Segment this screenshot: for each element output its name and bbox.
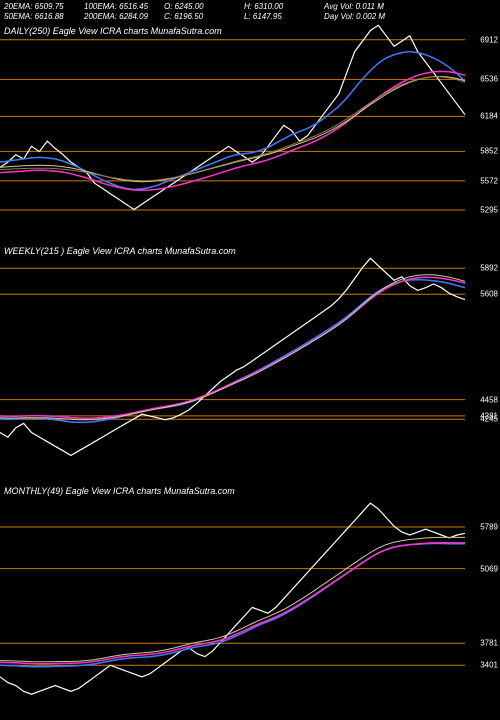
header-stat: H: 6310.00 xyxy=(244,2,283,11)
y-axis-label: 6912 xyxy=(480,35,498,44)
chart-panel: 58925608445842814245WEEKLY(215 ) Eagle V… xyxy=(0,240,500,460)
y-axis-label: 6536 xyxy=(480,75,498,84)
chart-panel: 5789 5069 3781 3401 MONTHLY(49) Eagle View I… xyxy=(0,480,500,700)
y-axis-label: 3401 xyxy=(480,661,498,670)
y-axis-label: 5892 xyxy=(480,264,498,273)
y-axis-label: 5789 xyxy=(480,522,498,531)
y-axis-label: 5295 xyxy=(480,206,498,215)
panel-title: WEEKLY(215 ) Eagle View ICRA charts Muna… xyxy=(4,246,236,256)
chart-panel: 6912 6536 6184 5852 5572 5295 DAILY(250) Eagle… xyxy=(0,20,500,220)
panel-title: DAILY(250) Eagle View ICRA charts Munafa… xyxy=(4,26,222,36)
y-axis-label: 3781 xyxy=(480,639,498,648)
chart-container: 20EMA: 6509.75 100EMA: 6516.45 O: 6245.00 H… xyxy=(0,0,500,720)
y-axis-label: 4458 xyxy=(480,395,498,404)
y-axis-label: 6184 xyxy=(480,112,498,121)
y-axis-label: 5572 xyxy=(480,176,498,185)
header-stat: 20EMA: 6509.75 xyxy=(4,2,64,11)
y-axis-label: 5069 xyxy=(480,564,498,573)
y-axis-label: 4245 xyxy=(480,415,498,424)
y-axis-label: 5608 xyxy=(480,290,498,299)
header-stat: Avg Vol: 0.011 M xyxy=(324,2,384,11)
header-stat: 100EMA: 6516.45 xyxy=(84,2,148,11)
y-axis-label: 5852 xyxy=(480,147,498,156)
header-stat: O: 6245.00 xyxy=(164,2,204,11)
panel-title: MONTHLY(49) Eagle View ICRA charts Munaf… xyxy=(4,486,235,496)
